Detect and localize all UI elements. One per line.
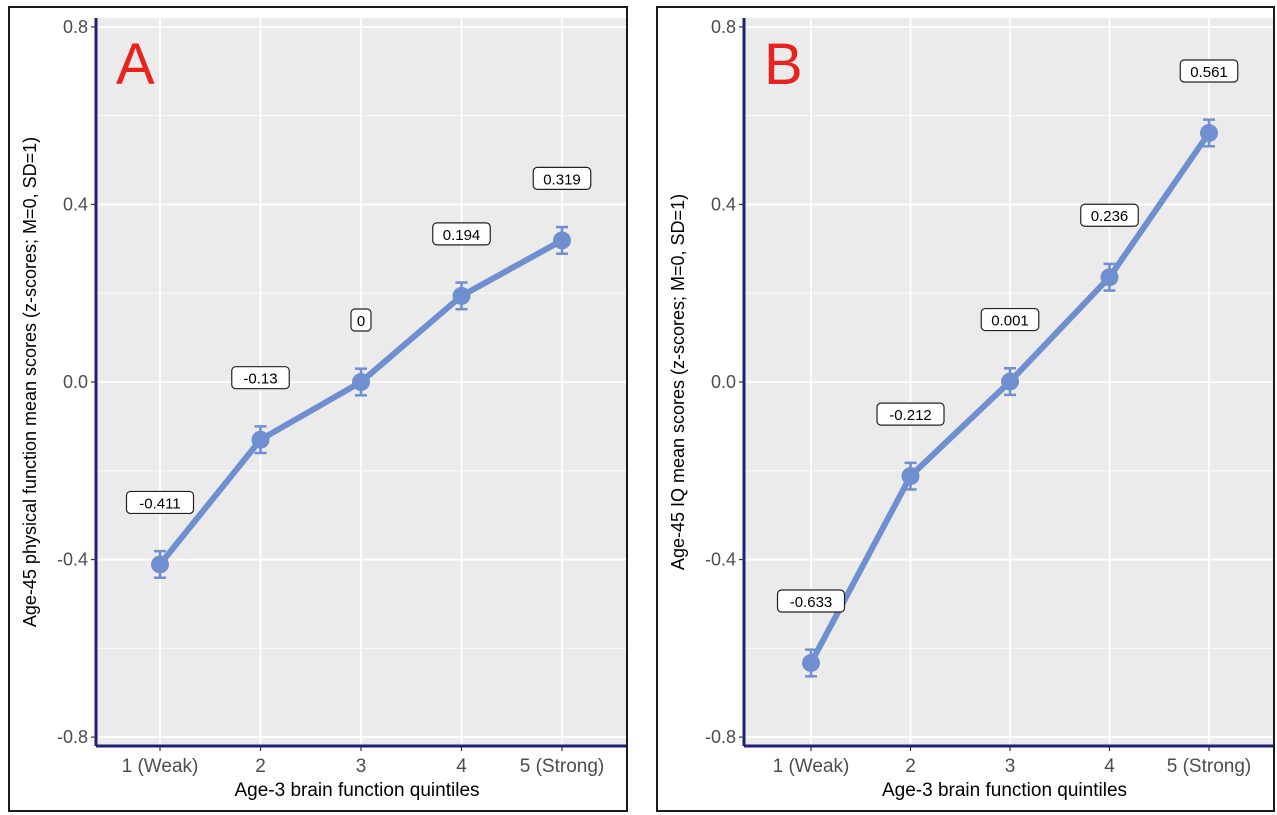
x-tick-label: 1 (Weak) xyxy=(122,756,199,777)
chart-panel-a: -0.8 -0.4 0.0 0.4 0.8 1 (Weak) 2 3 4 5 (Strong) Ag… xyxy=(8,6,628,812)
chart-b-svg: -0.8 -0.4 0.0 0.4 0.8 1 (Weak) 2 3 4 5 (Strong) Ag… xyxy=(668,17,1273,801)
x-tick-label: 4 xyxy=(456,756,467,777)
x-tick-label: 5 (Strong) xyxy=(1167,756,1251,777)
value-label: 0.001 xyxy=(991,313,1029,330)
value-label: 0.319 xyxy=(543,171,581,188)
value-label-box xyxy=(1080,203,1139,227)
data-point xyxy=(1200,123,1218,142)
value-label-box xyxy=(980,307,1040,332)
y-tick-label: 0.0 xyxy=(711,372,736,392)
x-axis-title: Age-3 brain function quintiles xyxy=(234,780,479,801)
value-label-box xyxy=(350,308,372,332)
value-label-box xyxy=(432,222,491,246)
value-label: 0.561 xyxy=(1190,64,1228,81)
value-label-group: 0.236 xyxy=(1080,203,1139,227)
chart-a-svg: -0.8 -0.4 0.0 0.4 0.8 1 (Weak) 2 3 4 5 (Strong) Ag… xyxy=(20,17,626,801)
y-tick-label: 0.8 xyxy=(711,17,736,37)
chart-panel-b: -0.8 -0.4 0.0 0.4 0.8 1 (Weak) 2 3 4 5 (Strong) Ag… xyxy=(656,6,1275,812)
data-point xyxy=(1100,268,1119,287)
value-label: -0.411 xyxy=(139,495,180,512)
data-point xyxy=(1001,372,1019,391)
value-label-group: 0.319 xyxy=(532,166,592,190)
x-tick-label: 1 (Weak) xyxy=(773,756,850,777)
data-point xyxy=(901,467,920,486)
y-axis-title: Age-45 physical function mean scores (z-… xyxy=(20,137,40,627)
data-point xyxy=(151,555,169,574)
y-tick-label: -0.8 xyxy=(705,727,736,747)
x-tick-label: 3 xyxy=(356,756,367,777)
data-point xyxy=(452,286,471,305)
value-label: -0.13 xyxy=(243,371,277,388)
value-label: -0.633 xyxy=(790,594,833,611)
x-tick-label: 5 (Strong) xyxy=(520,756,604,777)
y-tick-label: 0.4 xyxy=(711,194,736,214)
data-point xyxy=(251,430,270,449)
value-label-group: 0.001 xyxy=(980,307,1040,332)
x-tick-label: 3 xyxy=(1005,756,1016,777)
panel-label: B xyxy=(764,32,803,97)
y-tick-label: -0.4 xyxy=(57,550,88,570)
value-label-box xyxy=(125,490,195,515)
data-point xyxy=(802,653,820,672)
y-tick-label: -0.8 xyxy=(57,727,88,747)
value-label: 0 xyxy=(357,313,365,330)
value-label-group: 0.561 xyxy=(1179,59,1239,83)
y-tick-label: 0.4 xyxy=(63,194,88,214)
value-label-group: -0.633 xyxy=(776,589,846,613)
x-tick-label: 4 xyxy=(1104,756,1115,777)
data-point xyxy=(553,231,571,250)
value-label-box xyxy=(1179,59,1239,83)
value-label-group: -0.212 xyxy=(876,402,945,426)
value-label-box xyxy=(776,589,846,613)
value-label: -0.212 xyxy=(889,407,932,424)
value-label-group: 0 xyxy=(350,308,372,332)
value-label: 0.194 xyxy=(443,227,481,244)
value-label-box xyxy=(532,166,592,190)
panel-label: A xyxy=(116,32,155,97)
value-label-group: -0.13 xyxy=(231,366,290,390)
data-point xyxy=(352,373,370,391)
y-tick-label: 0.8 xyxy=(63,17,88,37)
y-tick-label: 0.0 xyxy=(63,372,88,392)
x-axis-title: Age-3 brain function quintiles xyxy=(882,780,1127,801)
x-tick-label: 2 xyxy=(255,756,266,777)
y-axis-title: Age-45 IQ mean scores (z-scores; M=0, SD… xyxy=(668,194,688,570)
value-label-group: 0.194 xyxy=(432,222,491,246)
y-tick-label: -0.4 xyxy=(705,550,736,570)
value-label-box xyxy=(876,402,945,426)
value-label-box xyxy=(231,366,290,390)
x-tick-label: 2 xyxy=(905,756,916,777)
value-label: 0.236 xyxy=(1091,208,1129,225)
value-label-group: -0.411 xyxy=(125,490,195,515)
